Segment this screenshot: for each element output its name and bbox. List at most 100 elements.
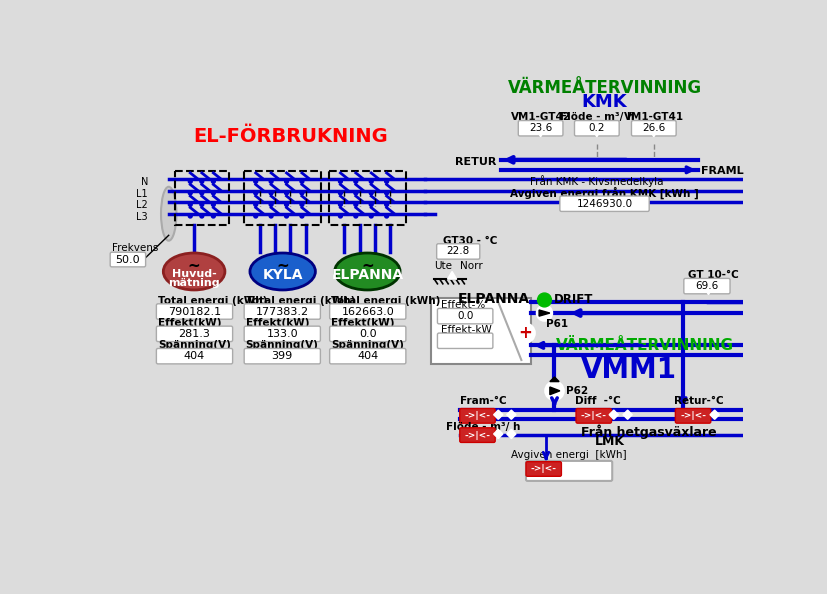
- Text: 404: 404: [184, 351, 205, 361]
- Circle shape: [536, 305, 552, 321]
- Circle shape: [199, 203, 203, 207]
- Circle shape: [188, 214, 192, 218]
- FancyBboxPatch shape: [156, 326, 232, 342]
- Polygon shape: [493, 429, 502, 438]
- Circle shape: [254, 203, 257, 207]
- Text: Effekt(kW): Effekt(kW): [246, 318, 308, 328]
- Circle shape: [188, 191, 192, 195]
- Text: VÄRMEÅTERVINNING: VÄRMEÅTERVINNING: [555, 338, 733, 353]
- Circle shape: [254, 191, 257, 195]
- FancyBboxPatch shape: [525, 461, 611, 481]
- Circle shape: [545, 381, 563, 400]
- FancyBboxPatch shape: [459, 428, 495, 443]
- Text: Norr: Norr: [459, 261, 482, 271]
- FancyBboxPatch shape: [244, 349, 320, 364]
- Polygon shape: [447, 271, 457, 279]
- Text: P62: P62: [566, 386, 587, 396]
- Text: ELPANNA: ELPANNA: [331, 268, 403, 282]
- Text: 1246930.0: 1246930.0: [576, 199, 632, 208]
- FancyBboxPatch shape: [559, 196, 648, 211]
- Ellipse shape: [250, 253, 315, 290]
- Text: Retur-°C: Retur-°C: [673, 396, 723, 406]
- Text: VM1-GT41: VM1-GT41: [623, 112, 683, 122]
- Text: 26.6: 26.6: [642, 124, 665, 133]
- FancyBboxPatch shape: [518, 121, 562, 136]
- Text: ~: ~: [188, 258, 200, 274]
- Text: P61: P61: [545, 319, 567, 329]
- Text: KYLA: KYLA: [262, 268, 303, 282]
- Circle shape: [269, 214, 273, 218]
- Text: Fram-°C: Fram-°C: [459, 396, 505, 406]
- FancyBboxPatch shape: [244, 326, 320, 342]
- Text: Från hetgasväxlare: Från hetgasväxlare: [581, 424, 716, 439]
- Circle shape: [199, 191, 203, 195]
- Text: Ute: Ute: [434, 261, 452, 271]
- Ellipse shape: [334, 253, 399, 290]
- Text: 281.3: 281.3: [179, 329, 210, 339]
- Polygon shape: [506, 429, 515, 438]
- Circle shape: [188, 203, 192, 207]
- Text: 790182.1: 790182.1: [168, 307, 221, 317]
- Text: Total energi (kWh): Total energi (kWh): [331, 296, 440, 306]
- Circle shape: [254, 179, 257, 184]
- Circle shape: [385, 179, 388, 184]
- Text: ELPANNA: ELPANNA: [457, 292, 530, 306]
- Text: RETUR: RETUR: [455, 157, 496, 167]
- Circle shape: [385, 203, 388, 207]
- Circle shape: [338, 179, 342, 184]
- Text: 404: 404: [356, 351, 378, 361]
- Text: ~: ~: [276, 258, 289, 274]
- Text: Frekvens: Frekvens: [112, 244, 158, 254]
- Text: 0.2: 0.2: [588, 124, 605, 133]
- FancyBboxPatch shape: [631, 121, 676, 136]
- Circle shape: [537, 293, 551, 307]
- Circle shape: [385, 191, 388, 195]
- Polygon shape: [506, 410, 515, 419]
- FancyBboxPatch shape: [437, 333, 492, 349]
- Circle shape: [199, 214, 203, 218]
- FancyBboxPatch shape: [329, 326, 405, 342]
- Circle shape: [353, 191, 357, 195]
- Polygon shape: [703, 287, 712, 295]
- Text: Effekt-kW: Effekt-kW: [440, 325, 490, 335]
- Ellipse shape: [160, 187, 176, 241]
- Circle shape: [338, 203, 342, 207]
- Text: Effekt-%: Effekt-%: [440, 301, 484, 310]
- Text: VMM1: VMM1: [581, 356, 676, 384]
- Circle shape: [284, 191, 288, 195]
- Circle shape: [284, 203, 288, 207]
- Text: LMK: LMK: [595, 435, 624, 448]
- Polygon shape: [622, 410, 632, 419]
- Polygon shape: [609, 410, 618, 419]
- Circle shape: [515, 324, 533, 342]
- Text: Total energi (kWh): Total energi (kWh): [158, 296, 267, 306]
- Circle shape: [284, 214, 288, 218]
- Text: L1: L1: [136, 189, 148, 199]
- Circle shape: [269, 203, 273, 207]
- FancyBboxPatch shape: [574, 121, 619, 136]
- FancyBboxPatch shape: [675, 409, 710, 423]
- Circle shape: [284, 179, 288, 184]
- Circle shape: [269, 191, 273, 195]
- FancyBboxPatch shape: [156, 349, 232, 364]
- Text: KMK: KMK: [581, 93, 627, 111]
- Polygon shape: [538, 310, 549, 316]
- Polygon shape: [535, 129, 545, 137]
- Text: DRIFT: DRIFT: [553, 293, 592, 307]
- Text: Spänning(V): Spänning(V): [331, 340, 404, 350]
- Circle shape: [299, 179, 304, 184]
- Text: Diff  -°C: Diff -°C: [575, 396, 620, 406]
- Text: Flöde - m³/ h: Flöde - m³/ h: [559, 112, 633, 122]
- Text: L3: L3: [136, 212, 148, 222]
- Circle shape: [299, 203, 304, 207]
- Circle shape: [211, 214, 215, 218]
- Text: Flöde - m³/ h: Flöde - m³/ h: [445, 422, 519, 432]
- Circle shape: [199, 179, 203, 184]
- Text: VÄRMEÅTERVINNING: VÄRMEÅTERVINNING: [507, 79, 700, 97]
- Bar: [430, 298, 530, 364]
- Polygon shape: [493, 410, 502, 419]
- Text: GT30 - °C: GT30 - °C: [442, 236, 496, 246]
- Text: Spänning(V): Spänning(V): [158, 340, 231, 350]
- Polygon shape: [648, 129, 657, 137]
- FancyBboxPatch shape: [683, 279, 729, 294]
